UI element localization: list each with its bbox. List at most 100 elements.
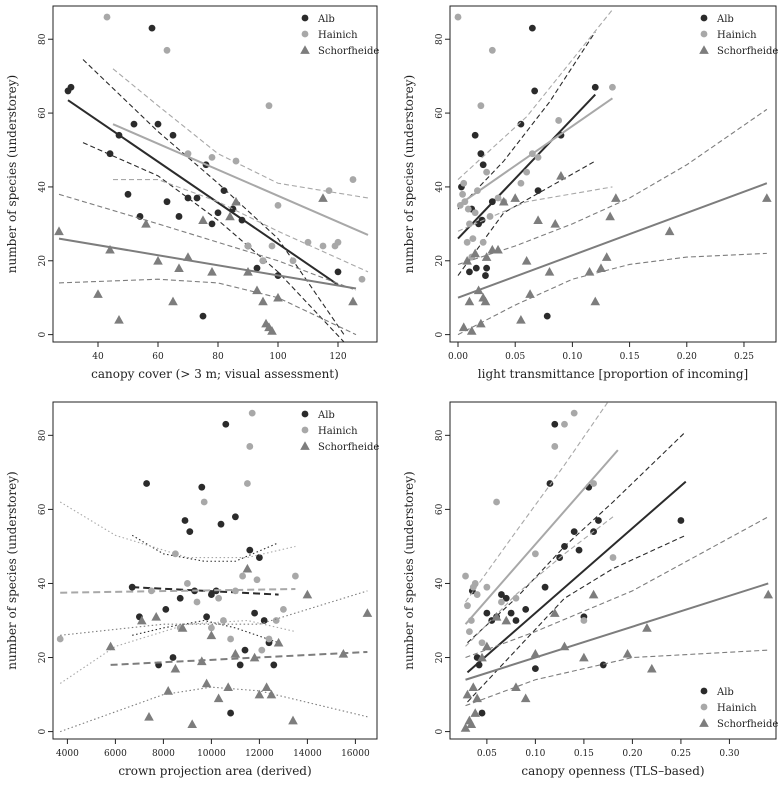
data-point bbox=[622, 649, 633, 658]
fit-line bbox=[112, 123, 369, 236]
data-point bbox=[239, 572, 247, 580]
data-point bbox=[268, 242, 276, 250]
x-tick-label: 0.05 bbox=[505, 352, 525, 362]
data-point bbox=[229, 205, 237, 213]
data-point bbox=[93, 289, 103, 298]
data-point bbox=[232, 157, 240, 165]
data-point bbox=[479, 161, 487, 169]
x-tick-label: 0.25 bbox=[734, 352, 754, 362]
series-schorfheide bbox=[460, 516, 774, 732]
data-point bbox=[168, 296, 178, 306]
ci-upper-band bbox=[60, 590, 368, 636]
data-point bbox=[478, 639, 486, 647]
data-point bbox=[550, 219, 561, 228]
data-point bbox=[236, 661, 244, 669]
data-point bbox=[570, 528, 578, 536]
legend-marker bbox=[301, 14, 309, 22]
data-point bbox=[762, 193, 772, 202]
y-tick-label: 40 bbox=[435, 181, 445, 193]
data-point bbox=[170, 663, 181, 673]
ci-lower-band bbox=[58, 278, 357, 336]
data-point bbox=[584, 267, 595, 276]
data-point bbox=[609, 83, 616, 91]
data-point bbox=[176, 594, 184, 602]
data-point bbox=[544, 267, 555, 276]
data-point bbox=[579, 652, 589, 662]
data-point bbox=[213, 693, 224, 703]
plot-area bbox=[460, 402, 774, 732]
data-point bbox=[289, 257, 297, 265]
series-hainich bbox=[462, 402, 619, 647]
y-tick-label: 80 bbox=[435, 429, 445, 441]
data-point bbox=[551, 420, 559, 428]
fit-line bbox=[110, 650, 368, 666]
legend-label: Schorfheide bbox=[318, 46, 379, 57]
y-tick-label: 80 bbox=[435, 33, 445, 45]
data-point bbox=[470, 248, 480, 258]
x-tick-label: 120 bbox=[329, 352, 346, 362]
data-point bbox=[143, 480, 151, 487]
data-point bbox=[193, 194, 201, 202]
data-point bbox=[471, 209, 479, 217]
x-tick-label: 80 bbox=[212, 352, 224, 362]
data-point bbox=[647, 663, 657, 673]
data-point bbox=[181, 517, 189, 524]
data-point bbox=[246, 546, 254, 554]
x-tick-label: 12000 bbox=[245, 749, 274, 759]
data-point bbox=[531, 87, 539, 95]
legend-marker bbox=[300, 441, 310, 450]
data-point bbox=[494, 194, 502, 202]
x-tick-label: 6000 bbox=[104, 749, 127, 759]
data-point bbox=[206, 630, 217, 640]
y-tick-label: 60 bbox=[435, 503, 445, 515]
data-point bbox=[491, 611, 502, 621]
data-point bbox=[517, 179, 525, 187]
data-point bbox=[115, 131, 123, 139]
plot-area bbox=[454, 9, 772, 336]
data-point bbox=[520, 693, 531, 703]
data-point bbox=[208, 220, 216, 228]
ci-lower-band bbox=[60, 686, 368, 733]
data-point bbox=[471, 131, 479, 139]
y-tick-label: 0 bbox=[38, 728, 48, 734]
data-point bbox=[270, 661, 278, 669]
x-tick-label: 14000 bbox=[293, 749, 322, 759]
data-point bbox=[193, 598, 201, 606]
data-point bbox=[223, 682, 233, 691]
data-point bbox=[507, 609, 515, 617]
legend: Alb Hainich Schorfheide bbox=[699, 14, 778, 57]
data-point bbox=[203, 613, 211, 621]
x-axis-label: canopy cover (> 3 m; visual assessment) bbox=[91, 367, 339, 381]
data-point bbox=[144, 711, 154, 721]
data-point bbox=[319, 242, 327, 250]
data-point bbox=[252, 285, 262, 295]
data-point bbox=[103, 13, 111, 21]
y-axis-label: number of species (understorey) bbox=[402, 75, 416, 273]
data-point bbox=[516, 315, 526, 324]
x-tick-label: 4000 bbox=[56, 749, 79, 759]
data-point bbox=[199, 312, 207, 320]
ci-lower-band bbox=[59, 619, 296, 684]
data-point bbox=[259, 257, 267, 265]
data-point bbox=[183, 252, 193, 261]
data-point bbox=[172, 550, 179, 558]
data-point bbox=[588, 589, 599, 599]
ci-upper-band bbox=[59, 501, 296, 559]
x-tick-label: 0.05 bbox=[477, 749, 497, 759]
x-tick-label: 16000 bbox=[341, 749, 370, 759]
data-point bbox=[522, 605, 530, 613]
legend-label: Hainich bbox=[318, 30, 358, 41]
plot-frame bbox=[449, 401, 777, 740]
data-point bbox=[525, 289, 535, 298]
data-point bbox=[596, 263, 606, 272]
data-point bbox=[362, 608, 373, 617]
data-point bbox=[464, 296, 475, 306]
data-point bbox=[483, 583, 491, 591]
ci-lower-band bbox=[467, 534, 686, 703]
data-point bbox=[488, 198, 496, 206]
data-point bbox=[466, 326, 477, 335]
series-hainich bbox=[56, 409, 299, 684]
data-point bbox=[466, 719, 477, 729]
data-point bbox=[214, 209, 222, 217]
data-point bbox=[549, 608, 560, 617]
